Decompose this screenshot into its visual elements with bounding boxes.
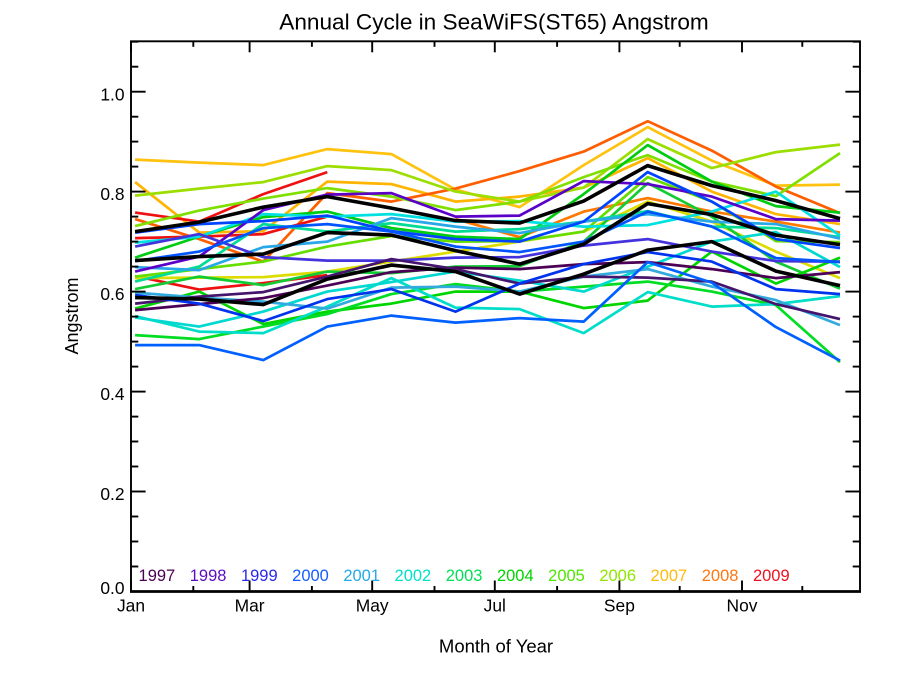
svg-text:2001: 2001 (343, 567, 380, 585)
svg-text:1.0: 1.0 (100, 84, 124, 104)
svg-text:2007: 2007 (651, 567, 688, 585)
svg-text:2003: 2003 (446, 567, 483, 585)
svg-text:2002: 2002 (395, 567, 432, 585)
svg-text:1999: 1999 (241, 567, 278, 585)
svg-text:0.0: 0.0 (100, 578, 124, 598)
svg-text:0.6: 0.6 (100, 284, 124, 304)
svg-text:1998: 1998 (190, 567, 227, 585)
svg-text:Mar: Mar (235, 595, 265, 615)
svg-text:Month of Year: Month of Year (439, 636, 553, 657)
svg-text:Annual Cycle in SeaWiFS(ST65): Annual Cycle in SeaWiFS(ST65) Angstrom (279, 10, 708, 35)
svg-text:May: May (356, 595, 389, 615)
svg-text:Sep: Sep (604, 595, 635, 615)
svg-text:0.4: 0.4 (100, 384, 125, 404)
svg-text:0.8: 0.8 (100, 184, 124, 204)
svg-text:2000: 2000 (292, 567, 329, 585)
svg-text:Jul: Jul (484, 595, 506, 615)
svg-text:Angstrom: Angstrom (62, 277, 82, 354)
svg-text:2009: 2009 (753, 567, 790, 585)
svg-text:2006: 2006 (599, 567, 636, 585)
svg-text:2004: 2004 (497, 567, 534, 585)
svg-text:2005: 2005 (548, 567, 585, 585)
svg-text:1997: 1997 (139, 567, 176, 585)
svg-text:Nov: Nov (727, 595, 758, 615)
svg-text:0.2: 0.2 (100, 484, 124, 504)
svg-text:2008: 2008 (702, 567, 739, 585)
svg-text:Jan: Jan (117, 595, 145, 615)
